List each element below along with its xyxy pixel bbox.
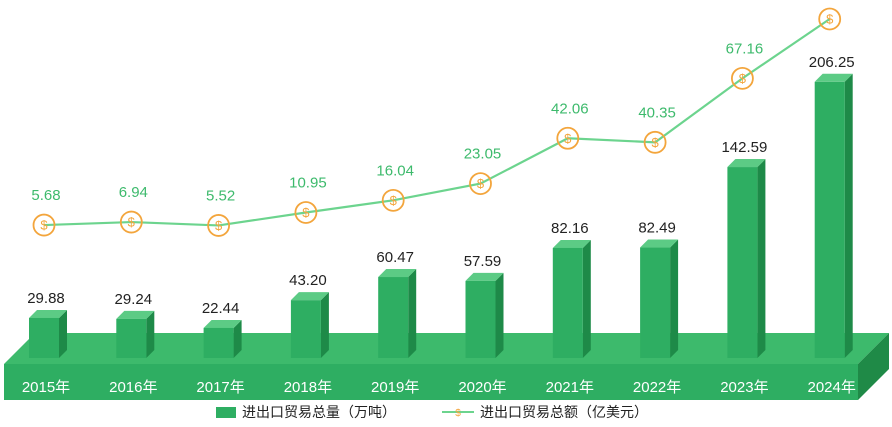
bar-value-label: 43.20	[289, 272, 327, 289]
line-marker-symbol: $	[739, 71, 747, 86]
bar-value-label: 60.47	[376, 249, 414, 266]
bar-top	[290, 292, 329, 301]
bar-top	[203, 319, 242, 328]
line-marker-symbol: $	[302, 205, 310, 220]
line-marker-symbol: $	[826, 11, 834, 26]
bar-value-label: 206.25	[809, 54, 855, 71]
bar-top	[814, 73, 853, 82]
bar	[203, 327, 234, 358]
bar-top	[378, 269, 417, 278]
bar	[116, 318, 147, 358]
bar-value-label: 142.59	[721, 139, 767, 156]
bar	[727, 167, 758, 358]
bar-value-label: 29.24	[115, 291, 153, 308]
line-value-label: 5.52	[206, 187, 235, 204]
bar-side	[670, 239, 679, 358]
line-marker-symbol: $	[651, 135, 659, 150]
line-layer: $ $ $ $ $ $ $ $ $ $	[32, 7, 842, 237]
line-marker-ring	[643, 130, 667, 154]
line-value-label: 10.95	[289, 174, 327, 191]
x-tick-label: 2024年	[808, 379, 856, 396]
bar-top	[29, 309, 67, 318]
bar-side	[320, 292, 329, 358]
line-value-label: 5.68	[31, 187, 60, 204]
line-marker-symbol: $	[40, 218, 48, 233]
line-value-label: 42.06	[551, 100, 589, 117]
x-tick-label: 2015年	[22, 379, 70, 396]
line-marker-ring	[731, 66, 754, 90]
platform-front	[4, 364, 858, 400]
line-marker-ring	[32, 213, 56, 237]
line-marker-ring	[469, 172, 492, 196]
bar	[378, 277, 409, 358]
bar-top	[465, 272, 504, 281]
x-tick-label: 2018年	[284, 379, 332, 396]
x-tick-label: 2023年	[720, 379, 768, 396]
bar-side	[495, 272, 504, 358]
bar	[814, 81, 845, 358]
line-marker-symbol: $	[215, 218, 223, 233]
x-tick-label: 2016年	[109, 379, 157, 396]
line-marker-ring	[207, 214, 231, 237]
bar-top	[640, 239, 679, 248]
bar-side	[408, 269, 417, 358]
bar-value-label: 22.44	[202, 300, 240, 317]
bar-value-label: 82.49	[638, 220, 676, 237]
labels-layer: 29.88 29.24 22.44 43.20 60.47 57.59 82.16 82.49…	[27, 40, 855, 317]
bars-layer	[29, 73, 853, 358]
line-marker-symbol: $	[128, 215, 136, 230]
bar-value-label: 29.88	[27, 290, 65, 307]
line-value-label: 67.16	[726, 40, 764, 57]
line-marker-symbol: $	[477, 176, 485, 191]
line-value-label: 16.04	[376, 162, 414, 179]
line-marker-ring	[818, 7, 842, 31]
x-tick-label: 2020年	[458, 379, 506, 396]
legend-line-label: 进出口贸易总额（亿美元）	[480, 404, 648, 420]
line-value-label: 23.05	[464, 146, 502, 163]
bar-side	[233, 319, 242, 358]
line-value-label: 40.35	[638, 104, 676, 121]
legend: 进出口贸易总量（万吨） $ 进出口贸易总额（亿美元）	[216, 404, 648, 420]
platform-side	[858, 333, 889, 400]
bar-side	[844, 73, 853, 358]
line-marker-symbol: $	[390, 193, 398, 208]
bar-side	[757, 159, 766, 358]
bar-top	[727, 159, 766, 168]
bar-value-label: 82.16	[551, 220, 589, 237]
bar-top	[552, 239, 591, 248]
bar-side	[582, 239, 591, 358]
bar-side	[146, 310, 155, 358]
legend-bar-swatch	[216, 407, 236, 418]
bar	[29, 317, 59, 358]
bar	[465, 280, 496, 358]
x-axis: 2015年 2016年 2017年 2018年 2019年 2020年 2021年 2022年…	[22, 379, 856, 396]
legend-bar-label: 进出口贸易总量（万吨）	[242, 404, 396, 420]
bar	[640, 247, 671, 358]
line-marker-ring	[381, 188, 405, 212]
line-series	[43, 18, 831, 227]
bar-top	[116, 310, 155, 319]
line-marker-symbol: $	[564, 131, 572, 146]
bar	[290, 300, 321, 358]
line-value-label: 6.94	[119, 184, 148, 201]
x-tick-label: 2022年	[633, 379, 681, 396]
line-marker-ring	[556, 126, 580, 150]
x-tick-label: 2019年	[371, 379, 419, 396]
x-tick-label: 2021年	[546, 379, 594, 396]
line-marker-ring	[119, 210, 143, 234]
bar-value-label: 57.59	[464, 253, 502, 270]
bar-side	[59, 309, 67, 358]
line-marker-ring	[294, 201, 318, 224]
bar	[552, 247, 583, 358]
legend-line-symbol: $	[455, 408, 461, 419]
x-tick-label: 2017年	[196, 379, 244, 396]
